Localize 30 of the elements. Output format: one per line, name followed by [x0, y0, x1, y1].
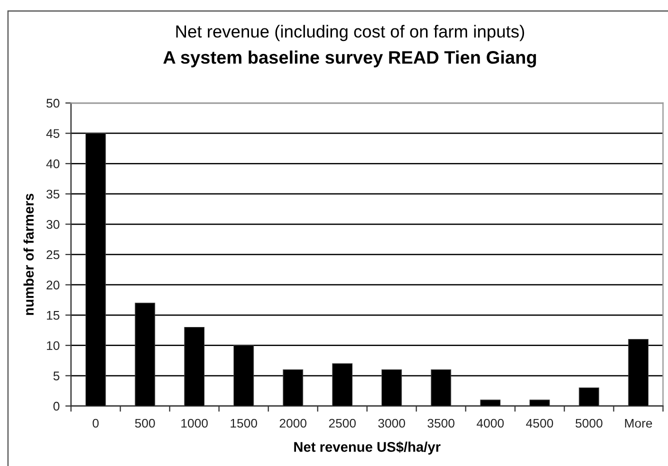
y-tick-label: 20	[46, 280, 60, 290]
y-tick-label: 30	[46, 220, 60, 229]
x-tick-label: 2000	[280, 418, 306, 428]
x-tick-label: 1500	[230, 418, 258, 428]
x-tick-label: 4500	[526, 418, 554, 428]
x-tick-label: 3000	[378, 418, 406, 428]
chart-subtitle: A system baseline survey READ Tien Giang	[163, 50, 536, 68]
bar	[530, 400, 550, 406]
y-axis-title: number of farmers	[24, 194, 34, 315]
y-tick-label: 40	[46, 159, 60, 168]
x-tick-label: 1000	[181, 418, 208, 428]
y-tick-label: 0	[53, 402, 60, 411]
y-tick-label: 15	[46, 311, 60, 320]
x-tick-label: 4000	[476, 418, 504, 428]
chart-title: Net revenue (including cost of on farm inputs)	[176, 24, 524, 42]
bar	[578, 388, 600, 406]
x-tick-label: 2500	[329, 418, 356, 428]
x-tick-label: More	[625, 418, 652, 428]
x-tick-label: 500	[135, 418, 155, 428]
y-tick-label: 35	[46, 190, 60, 199]
x-tick-label: 5000	[576, 418, 602, 428]
x-tick-label: 0	[92, 418, 99, 428]
bar	[480, 400, 500, 406]
x-tick-label: 3500	[428, 418, 454, 428]
y-tick-label: 5	[53, 372, 60, 380]
y-tick-label: 10	[46, 341, 60, 350]
y-tick-label: 25	[46, 250, 60, 260]
y-tick-label: 45	[46, 129, 60, 138]
x-axis-title: Net revenue US$/ha/yr	[294, 441, 441, 455]
y-tick-label: 50	[46, 98, 60, 108]
